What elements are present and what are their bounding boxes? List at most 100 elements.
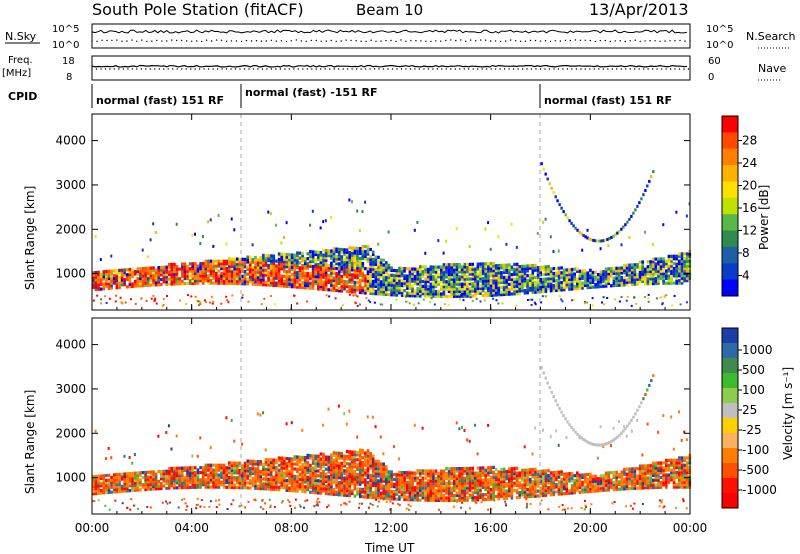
echo-cell	[269, 465, 273, 469]
nave-point	[539, 68, 542, 70]
echo-cell	[377, 493, 380, 498]
echo-cell	[576, 228, 579, 232]
echo-cell	[123, 479, 126, 483]
echo-cell	[358, 269, 362, 273]
echo-cell	[536, 479, 540, 483]
echo-cell	[324, 462, 328, 466]
echo-cell	[494, 264, 498, 268]
echo-cell	[508, 268, 511, 272]
echo-cell	[374, 471, 378, 475]
echo-cell	[102, 282, 106, 286]
echo-cell	[492, 276, 495, 280]
echo-cell	[343, 454, 346, 458]
echo-cell	[126, 481, 129, 486]
echo-cell	[424, 469, 427, 473]
echo-cell	[547, 287, 550, 291]
echo-cell	[204, 301, 207, 303]
echo-cell	[416, 289, 419, 293]
echo-cell	[455, 280, 459, 284]
echo-cell	[254, 277, 257, 281]
echo-cell	[92, 283, 95, 287]
echo-cell	[246, 257, 249, 262]
echo-cell	[398, 286, 401, 290]
nave-point	[468, 68, 470, 70]
echo-cell	[638, 280, 642, 284]
echo-cell	[440, 493, 443, 498]
echo-cell	[149, 477, 153, 481]
echo-cell	[421, 279, 425, 284]
echo-cell	[194, 281, 197, 285]
echo-cell	[330, 463, 333, 467]
echo-cell	[479, 279, 482, 283]
echo-cell	[102, 486, 106, 490]
echo-cell	[413, 495, 417, 499]
echo-cell	[293, 256, 297, 260]
echo-cell	[319, 277, 323, 281]
echo-cell	[209, 274, 213, 278]
echo-cell	[256, 412, 259, 416]
echo-cell	[298, 261, 302, 265]
echo-cell	[382, 270, 385, 274]
nsearch-point	[156, 39, 158, 42]
nsearch-point	[475, 40, 477, 42]
echo-cell	[429, 496, 433, 500]
echo-cell	[141, 274, 145, 278]
echo-cell	[343, 248, 346, 252]
echo-cell	[665, 269, 668, 273]
echo-cell	[301, 487, 304, 491]
echo-cell	[458, 491, 461, 495]
echo-cell	[526, 495, 529, 499]
echo-cell	[528, 487, 532, 491]
echo-cell	[586, 236, 589, 240]
nave-point	[427, 68, 430, 70]
echo-cell	[387, 230, 390, 234]
echo-cell	[204, 262, 208, 266]
echo-cell	[440, 287, 443, 291]
echo-cell	[126, 472, 129, 476]
echo-cell	[330, 216, 333, 219]
echo-cell	[526, 475, 529, 479]
echo-cell	[398, 283, 401, 287]
echo-cell	[340, 265, 344, 269]
echo-cell	[453, 263, 456, 267]
echo-cell	[560, 285, 563, 290]
echo-cell	[230, 274, 234, 278]
echo-cell	[262, 472, 265, 476]
echo-cell	[434, 270, 438, 274]
echo-cell	[209, 470, 213, 475]
echo-cell	[107, 483, 111, 487]
echo-cell	[186, 277, 189, 281]
echo-cell	[395, 291, 399, 295]
echo-cell	[345, 270, 349, 274]
echo-cell	[492, 297, 495, 300]
echo-cell	[110, 478, 113, 482]
echo-cell	[225, 274, 228, 278]
echo-cell	[552, 267, 556, 271]
echo-cell	[513, 282, 516, 286]
echo-cell	[238, 260, 242, 264]
echo-cell	[526, 299, 529, 301]
echo-cell	[353, 251, 357, 255]
echo-cell	[217, 466, 221, 470]
echo-cell	[186, 281, 189, 285]
echo-cell	[175, 282, 179, 286]
echo-cell	[450, 472, 453, 476]
echo-cell	[476, 476, 480, 480]
echo-cell	[366, 247, 370, 251]
echo-cell	[94, 285, 98, 289]
echo-cell	[319, 263, 323, 267]
echo-cell	[468, 439, 471, 443]
echo-cell	[447, 272, 451, 277]
echo-cell	[385, 482, 388, 486]
echo-cell	[340, 486, 344, 490]
echo-cell	[269, 487, 273, 491]
echo-cell	[492, 485, 495, 489]
echo-cell	[542, 489, 545, 493]
echo-cell	[107, 481, 111, 485]
echo-cell	[173, 474, 176, 478]
echo-cell	[547, 282, 550, 286]
nave-point	[145, 68, 147, 70]
echo-cell	[492, 264, 495, 268]
echo-cell	[296, 285, 299, 289]
echo-cell	[136, 279, 140, 283]
